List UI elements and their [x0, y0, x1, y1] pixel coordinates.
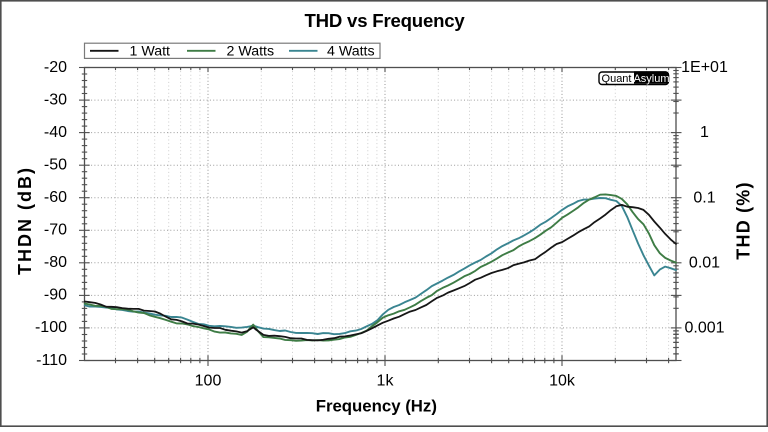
svg-text:1: 1 — [700, 124, 709, 141]
svg-text:1k: 1k — [377, 373, 395, 390]
svg-text:-30: -30 — [44, 91, 67, 108]
svg-text:Asylum: Asylum — [633, 73, 669, 85]
svg-text:-80: -80 — [44, 254, 67, 271]
svg-text:-40: -40 — [44, 124, 67, 141]
svg-text:-50: -50 — [44, 157, 67, 174]
svg-text:-90: -90 — [44, 287, 67, 304]
svg-text:Quant: Quant — [602, 73, 632, 85]
svg-text:THD vs Frequency: THD vs Frequency — [304, 10, 465, 31]
svg-text:-100: -100 — [35, 319, 67, 336]
svg-text:0.001: 0.001 — [684, 320, 724, 337]
svg-text:-20: -20 — [44, 59, 67, 76]
svg-text:THD (%): THD (%) — [734, 181, 754, 259]
svg-text:0.1: 0.1 — [693, 189, 715, 206]
svg-text:100: 100 — [195, 373, 222, 390]
svg-text:THDN (dB): THDN (dB) — [15, 166, 35, 275]
svg-text:-60: -60 — [44, 189, 67, 206]
svg-text:-70: -70 — [44, 222, 67, 239]
svg-text:0.01: 0.01 — [689, 254, 720, 271]
svg-text:4 Watts: 4 Watts — [327, 44, 375, 60]
svg-text:1 Watt: 1 Watt — [130, 44, 171, 60]
svg-text:Frequency (Hz): Frequency (Hz) — [316, 396, 437, 415]
svg-text:-110: -110 — [36, 352, 67, 369]
svg-text:1E+01: 1E+01 — [681, 59, 728, 76]
svg-text:2 Watts: 2 Watts — [227, 44, 275, 60]
svg-text:10k: 10k — [549, 373, 576, 390]
